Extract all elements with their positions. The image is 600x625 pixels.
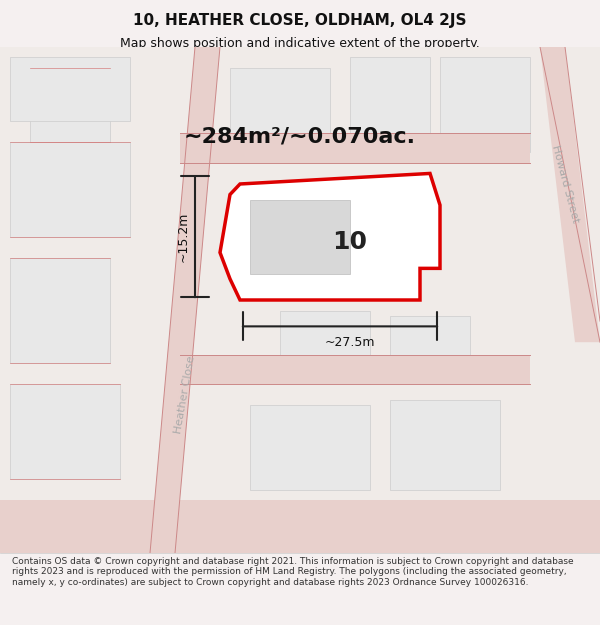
Text: ~27.5m: ~27.5m	[325, 336, 375, 349]
Bar	[30, 68, 110, 142]
Bar	[250, 200, 350, 274]
Bar	[230, 68, 330, 142]
Text: 10, HEATHER CLOSE, OLDHAM, OL4 2JS: 10, HEATHER CLOSE, OLDHAM, OL4 2JS	[133, 13, 467, 28]
Bar	[250, 406, 370, 490]
Bar	[10, 142, 130, 237]
Bar	[0, 501, 600, 553]
Bar	[10, 258, 110, 363]
Text: 10: 10	[332, 230, 367, 254]
Bar	[10, 58, 130, 121]
Polygon shape	[150, 47, 220, 553]
Text: ~15.2m: ~15.2m	[176, 211, 190, 262]
Text: Heather Close: Heather Close	[173, 355, 197, 434]
Text: Howard Street: Howard Street	[550, 144, 580, 224]
Polygon shape	[220, 173, 440, 300]
Bar	[280, 311, 370, 384]
Bar	[180, 133, 530, 163]
Bar	[440, 58, 530, 152]
Bar	[390, 316, 470, 384]
Text: Map shows position and indicative extent of the property.: Map shows position and indicative extent…	[120, 36, 480, 49]
Text: Contains OS data © Crown copyright and database right 2021. This information is : Contains OS data © Crown copyright and d…	[12, 557, 574, 586]
Bar	[180, 355, 530, 384]
Bar	[390, 400, 500, 490]
Text: ~284m²/~0.070ac.: ~284m²/~0.070ac.	[184, 126, 416, 146]
Bar	[350, 58, 430, 152]
Polygon shape	[540, 47, 600, 342]
Bar	[10, 384, 120, 479]
